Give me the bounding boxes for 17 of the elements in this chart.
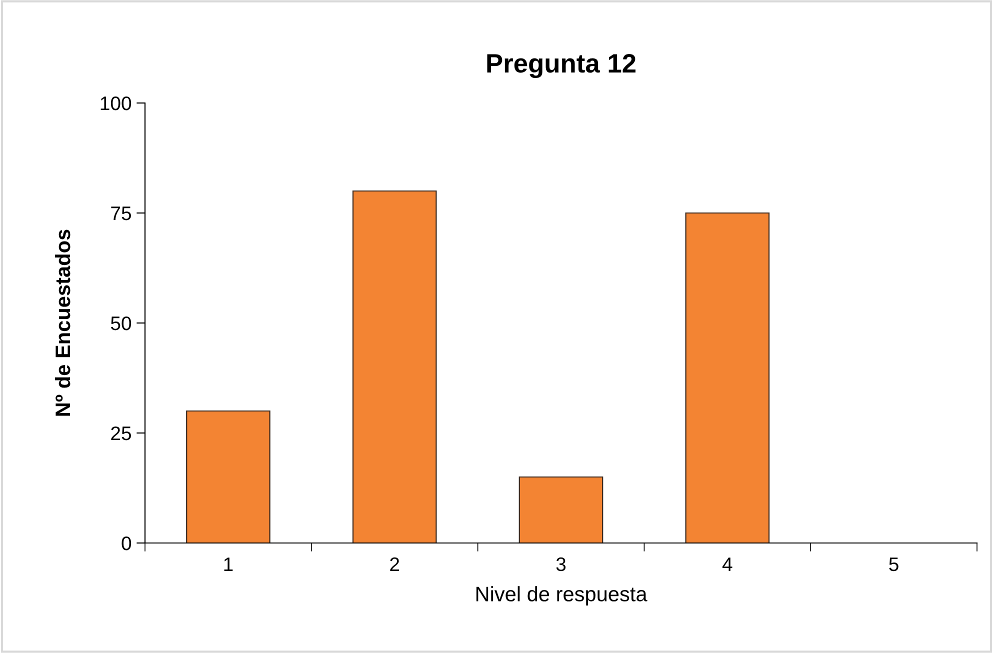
y-tick-label: 50	[110, 316, 132, 330]
y-axis-title: Nº de Encuestados	[54, 230, 70, 416]
bar	[685, 212, 770, 543]
bar	[186, 410, 270, 543]
x-tick-label: 3	[556, 557, 566, 572]
x-tick-label: 5	[889, 558, 898, 572]
x-axis-title: Nivel de respuesta	[476, 586, 648, 606]
x-tick-label: 4	[722, 558, 732, 571]
x-tick-label: 1	[224, 558, 233, 571]
bar	[518, 476, 604, 543]
y-tick-label: 100	[100, 96, 132, 110]
bar	[352, 190, 437, 543]
chart-title: Pregunta 12	[487, 54, 636, 78]
y-tick-label: 25	[111, 426, 131, 440]
y-tick-label: 0	[122, 536, 132, 550]
x-tick-label: 2	[390, 557, 400, 571]
y-tick-label: 75	[111, 206, 131, 220]
